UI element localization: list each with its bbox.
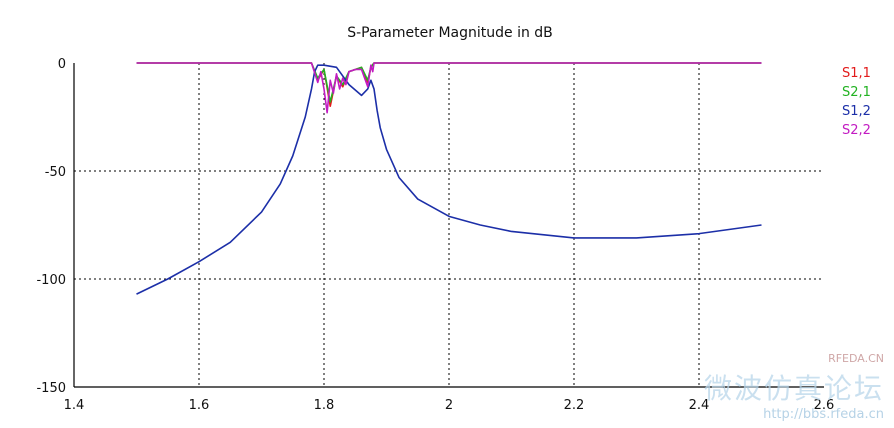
x-tick-label: 1.4 xyxy=(64,398,85,413)
x-tick-label: 2.6 xyxy=(814,398,835,413)
x-tick-label: 2 xyxy=(445,398,453,413)
series-line-S12 xyxy=(136,64,762,295)
watermark-forum-name: 微波仿真论坛 xyxy=(703,372,884,405)
series-lines xyxy=(136,62,762,295)
x-tick-label: 1.6 xyxy=(189,398,210,413)
chart-title: S-Parameter Magnitude in dB xyxy=(347,25,553,41)
y-tick-label: -150 xyxy=(36,381,66,396)
legend: S1,1 S2,1 S1,2 S2,2 xyxy=(842,64,871,140)
watermark: RFEDA.CN 微波仿真论坛 http://bbs.rfeda.cn xyxy=(704,352,884,422)
tick-labels: 1.4 1.6 1.8 2 2.2 2.4 2.6 0 -50 -100 -150 xyxy=(36,57,834,413)
legend-entry-s11[interactable]: S1,1 xyxy=(842,66,871,81)
x-tick-label: 2.4 xyxy=(689,398,710,413)
watermark-url: http://bbs.rfeda.cn xyxy=(763,407,884,422)
y-tick-label: -50 xyxy=(45,165,66,180)
x-tick-label: 2.2 xyxy=(564,398,585,413)
legend-entry-s21[interactable]: S2,1 xyxy=(842,85,871,100)
x-tick-label: 1.8 xyxy=(314,398,335,413)
y-tick-label: -100 xyxy=(36,273,66,288)
legend-entry-s12[interactable]: S1,2 xyxy=(842,104,871,119)
axes xyxy=(73,63,824,388)
y-tick-label: 0 xyxy=(58,57,66,72)
watermark-site: RFEDA.CN xyxy=(828,352,884,365)
grid-lines xyxy=(74,63,824,387)
legend-entry-s22[interactable]: S2,2 xyxy=(842,123,871,138)
series-line-S22 xyxy=(136,62,762,114)
